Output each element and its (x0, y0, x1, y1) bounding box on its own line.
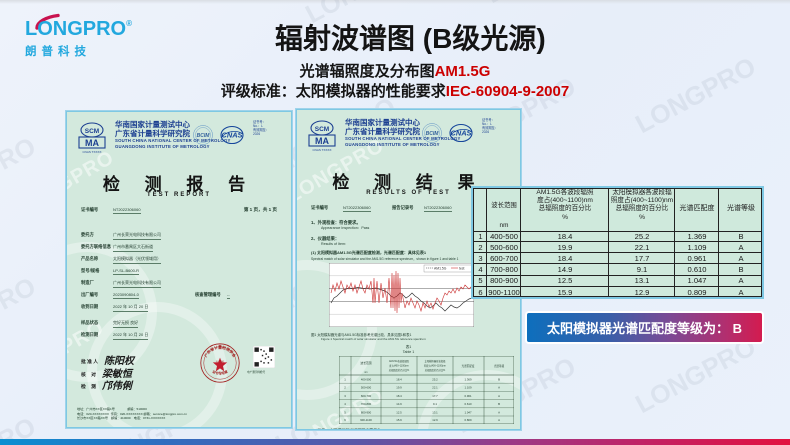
svg-text:9.1: 9.1 (433, 402, 437, 406)
svg-text:BCIM: BCIM (426, 131, 440, 137)
svg-text:19.9: 19.9 (396, 386, 402, 390)
svg-text:SCM: SCM (315, 126, 329, 133)
svg-text:3: 3 (344, 394, 346, 398)
svg-text:1: 1 (344, 378, 346, 382)
svg-text:MA: MA (315, 136, 329, 146)
svg-text:1.369: 1.369 (465, 378, 472, 382)
svg-text:光谱等级: 光谱等级 (494, 364, 505, 368)
svg-text:1.047: 1.047 (465, 410, 472, 414)
svg-text:700-800: 700-800 (361, 402, 372, 406)
svg-text:800-900: 800-900 (361, 410, 372, 414)
svg-text:度占(400~1100)nm: 度占(400~1100)nm (389, 364, 409, 368)
svg-text:0.809: 0.809 (465, 418, 472, 422)
svg-text:18.4: 18.4 (396, 378, 402, 382)
svg-text:2: 2 (344, 386, 346, 390)
svg-text:CNAS TXXXX: CNAS TXXXX (83, 150, 102, 154)
svg-text:B: B (498, 378, 500, 382)
svg-text:光谱匹配度: 光谱匹配度 (462, 364, 475, 368)
svg-text:1.109: 1.109 (465, 386, 472, 390)
svg-text:12.5: 12.5 (396, 410, 402, 414)
svg-text:太阳模拟器各波段辐: 太阳模拟器各波段辐 (425, 359, 446, 363)
svg-text:0.610: 0.610 (465, 402, 472, 406)
svg-text:MA: MA (85, 138, 99, 148)
svg-text:17.7: 17.7 (432, 394, 438, 398)
svg-text:A: A (498, 386, 500, 390)
svg-text:总辐照度的百分比%: 总辐照度的百分比% (389, 368, 409, 372)
svg-text:14.9: 14.9 (396, 402, 402, 406)
svg-text:A: A (498, 394, 500, 398)
svg-text:A: A (498, 418, 500, 422)
svg-text:CNAS TXXXX: CNAS TXXXX (313, 148, 332, 152)
svg-text:BCIM: BCIM (197, 133, 211, 139)
svg-text:A: A (498, 410, 500, 414)
svg-text:0.961: 0.961 (465, 394, 472, 398)
svg-text:test: test (459, 267, 465, 271)
svg-text:22.1: 22.1 (432, 386, 438, 390)
svg-text:12.9: 12.9 (432, 418, 438, 422)
svg-text:证书专用章: 证书专用章 (212, 368, 229, 375)
svg-text:AM1.5G: AM1.5G (434, 267, 447, 271)
svg-text:B: B (498, 402, 500, 406)
svg-text:15.9: 15.9 (396, 418, 402, 422)
svg-text:波长范围: 波长范围 (360, 361, 371, 365)
svg-text:AM1.5G各波段辐照: AM1.5G各波段辐照 (389, 359, 410, 363)
svg-text:13.1: 13.1 (432, 410, 438, 414)
svg-text:500-600: 500-600 (361, 386, 372, 390)
svg-text:18.4: 18.4 (396, 394, 402, 398)
svg-text:照度占(400~1100)nm: 照度占(400~1100)nm (424, 364, 446, 368)
svg-text:总辐照度的百分比%: 总辐照度的百分比% (425, 368, 445, 372)
svg-text:4: 4 (344, 402, 346, 406)
svg-text:6: 6 (344, 418, 346, 422)
svg-text:900-1100: 900-1100 (360, 418, 372, 422)
svg-text:600-700: 600-700 (361, 394, 372, 398)
svg-text:广东省计量检测学会: 广东省计量检测学会 (203, 345, 237, 359)
svg-text:400-500: 400-500 (361, 378, 372, 382)
svg-text:5: 5 (344, 410, 346, 414)
svg-text:SCM: SCM (85, 128, 99, 135)
svg-text:nm: nm (364, 372, 367, 374)
svg-text:25.2: 25.2 (432, 378, 438, 382)
